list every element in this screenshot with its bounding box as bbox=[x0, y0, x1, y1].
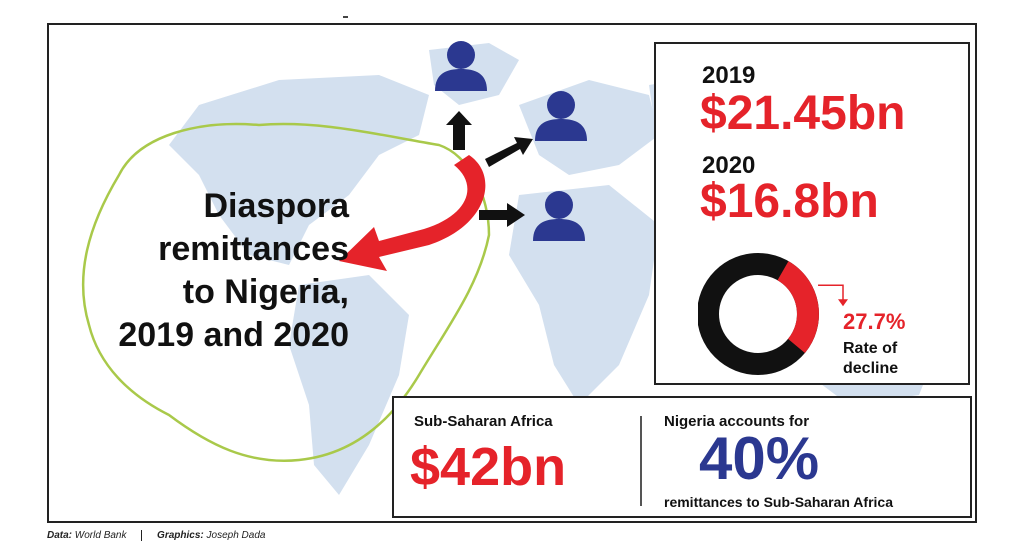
ssa-label: Sub-Saharan Africa bbox=[414, 413, 553, 430]
value-2020: $16.8bn bbox=[700, 175, 879, 228]
decline-pointer-arrowhead bbox=[838, 299, 848, 307]
credit-separator bbox=[141, 530, 143, 541]
map-south-america bbox=[289, 275, 409, 495]
nigeria-share-subtitle: remittances to Sub-Saharan Africa bbox=[664, 494, 893, 510]
data-credit-label: Data: bbox=[47, 530, 73, 542]
person-icon bbox=[535, 91, 587, 141]
credits-line: Data: World Bank Graphics: Joseph Dada bbox=[47, 530, 265, 541]
comparison-panel: Sub-Saharan Africa $42bn Nigeria account… bbox=[392, 396, 972, 518]
panel-divider bbox=[640, 416, 642, 506]
data-credit-source: World Bank bbox=[74, 530, 127, 542]
title-line-2: remittances bbox=[158, 230, 349, 268]
arrow-up-icon bbox=[446, 111, 472, 150]
year-2019-label: 2019 bbox=[702, 62, 756, 89]
nigeria-outline bbox=[81, 122, 491, 462]
donut-chart-icon bbox=[697, 249, 848, 379]
decline-pointer-line bbox=[818, 284, 844, 302]
decline-percent: 27.7% bbox=[843, 309, 906, 334]
nigeria-share-label: Nigeria accounts for bbox=[664, 413, 810, 430]
map-africa bbox=[509, 185, 659, 405]
decline-label: Rate of decline bbox=[843, 340, 899, 377]
value-2019: $21.45bn bbox=[700, 87, 906, 140]
title-line-1: Diaspora bbox=[203, 187, 350, 225]
arrow-right-icon bbox=[479, 203, 525, 227]
donut-chart-svg bbox=[697, 253, 848, 375]
top-mark bbox=[343, 16, 348, 18]
infographic-frame: Diaspora remittances to Nigeria, 2019 an… bbox=[47, 23, 977, 523]
ssa-value: $42bn bbox=[410, 437, 567, 497]
stats-panel: 2019 $21.45bn 2020 $16.8bn 27.7% Rate of… bbox=[654, 42, 970, 385]
graphics-credit-label: Graphics: bbox=[157, 530, 204, 542]
graphics-credit-author: Joseph Dada bbox=[206, 530, 266, 542]
donut-decline-slice bbox=[777, 261, 819, 353]
map-north-america bbox=[169, 75, 429, 265]
person-icon bbox=[533, 191, 585, 241]
title-line-3: to Nigeria, bbox=[182, 273, 349, 311]
curved-arrow-icon bbox=[339, 155, 486, 271]
person-icon bbox=[435, 41, 487, 91]
nigeria-share-value: 40% bbox=[699, 425, 820, 492]
arrow-group bbox=[446, 111, 533, 227]
year-2020-label: 2020 bbox=[702, 152, 756, 179]
arrow-upright-icon bbox=[485, 137, 533, 167]
title-line-4: 2019 and 2020 bbox=[118, 316, 349, 354]
infographic-title: Diaspora remittances to Nigeria, 2019 an… bbox=[69, 185, 349, 357]
